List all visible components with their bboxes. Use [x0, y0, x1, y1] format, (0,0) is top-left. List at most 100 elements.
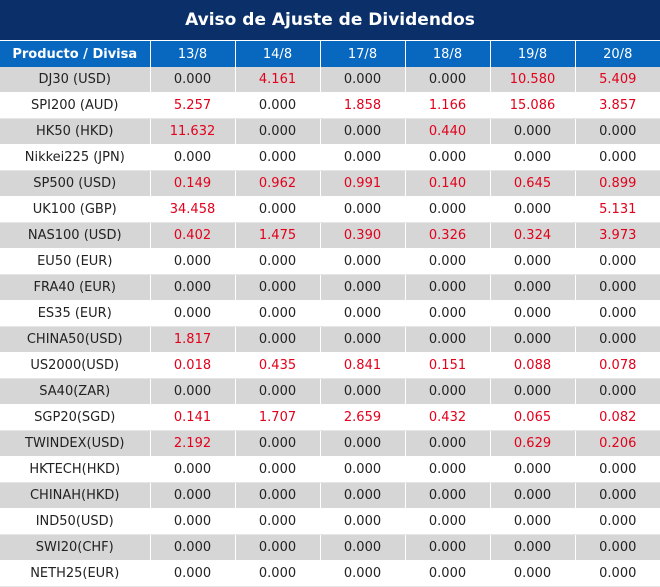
table-row: ES35 (EUR) 0.000 0.000 0.000 0.000 0.000 0.000	[0, 300, 660, 327]
dividend-value-cell: 1.166	[405, 92, 491, 119]
dividend-value-cell: 3.973	[575, 222, 660, 249]
dividend-value-cell: 0.000	[405, 430, 491, 457]
dividend-value-cell: 0.000	[235, 326, 321, 353]
dividend-value-cell: 0.000	[575, 300, 660, 327]
dividend-value-cell: 0.000	[405, 67, 491, 93]
dividend-value-cell: 0.841	[320, 352, 406, 379]
dividend-value-cell: 1.858	[320, 92, 406, 119]
dividend-value-cell: 0.000	[575, 508, 660, 535]
dividend-value-cell: 0.206	[575, 430, 660, 457]
dividend-value-cell: 0.435	[235, 352, 321, 379]
product-cell: SPI200 (AUD)	[0, 92, 151, 119]
product-cell: SGP20(SGD)	[0, 404, 151, 431]
dividend-value-cell: 0.000	[575, 274, 660, 301]
dividend-value-cell: 0.000	[405, 248, 491, 275]
table-row: FRA40 (EUR) 0.000 0.000 0.000 0.000 0.000 0.00…	[0, 274, 660, 301]
column-header-date: 20/8	[575, 41, 660, 67]
dividend-value-cell: 0.000	[490, 274, 576, 301]
table-body: DJ30 (USD) 0.000 4.161 0.000 0.000 10.580 5.40…	[0, 67, 660, 587]
table-row: IND50(USD) 0.000 0.000 0.000 0.000 0.000 0.000	[0, 508, 660, 535]
product-cell: Nikkei225 (JPN)	[0, 144, 151, 171]
dividend-value-cell: 0.326	[405, 222, 491, 249]
dividend-value-cell: 0.000	[150, 300, 236, 327]
table-row: SP500 (USD) 0.149 0.962 0.991 0.140 0.645 0.89…	[0, 170, 660, 197]
dividend-value-cell: 0.141	[150, 404, 236, 431]
dividend-value-cell: 0.000	[320, 508, 406, 535]
dividend-value-cell: 5.409	[575, 67, 660, 93]
dividend-value-cell: 0.151	[405, 352, 491, 379]
dividend-value-cell: 34.458	[150, 196, 236, 223]
dividend-value-cell: 11.632	[150, 118, 236, 145]
product-cell: IND50(USD)	[0, 508, 151, 535]
table-row: NETH25(EUR) 0.000 0.000 0.000 0.000 0.000 0.00…	[0, 560, 660, 587]
page-title: Aviso de Ajuste de Dividendos	[0, 0, 660, 41]
dividend-value-cell: 0.000	[405, 144, 491, 171]
product-cell: UK100 (GBP)	[0, 196, 151, 223]
dividend-value-cell: 0.000	[490, 118, 576, 145]
dividend-value-cell: 0.000	[575, 456, 660, 483]
dividend-value-cell: 0.000	[235, 300, 321, 327]
product-cell: CHINA50(USD)	[0, 326, 151, 353]
dividend-value-cell: 0.000	[575, 378, 660, 405]
dividend-value-cell: 1.817	[150, 326, 236, 353]
dividend-value-cell: 0.082	[575, 404, 660, 431]
dividend-value-cell: 0.000	[320, 326, 406, 353]
dividend-value-cell: 0.000	[490, 300, 576, 327]
dividend-value-cell: 0.000	[235, 248, 321, 275]
column-header-product: Producto / Divisa	[0, 41, 151, 67]
dividend-value-cell: 0.000	[320, 482, 406, 509]
dividend-value-cell: 0.000	[150, 67, 236, 93]
product-cell: SA40(ZAR)	[0, 378, 151, 405]
dividend-value-cell: 0.000	[235, 92, 321, 119]
table-row: EU50 (EUR) 0.000 0.000 0.000 0.000 0.000 0.000	[0, 248, 660, 275]
dividend-value-cell: 0.000	[235, 196, 321, 223]
table-row: TWINDEX(USD) 2.192 0.000 0.000 0.000 0.629 0.2…	[0, 430, 660, 457]
dividend-value-cell: 0.000	[320, 118, 406, 145]
dividend-value-cell: 0.432	[405, 404, 491, 431]
dividend-value-cell: 0.000	[405, 378, 491, 405]
product-cell: NAS100 (USD)	[0, 222, 151, 249]
table-row: DJ30 (USD) 0.000 4.161 0.000 0.000 10.580 5.40…	[0, 67, 660, 93]
dividend-value-cell: 0.000	[405, 482, 491, 509]
dividend-value-cell: 0.000	[490, 144, 576, 171]
dividend-value-cell: 0.000	[150, 248, 236, 275]
dividend-value-cell: 0.991	[320, 170, 406, 197]
dividend-value-cell: 0.000	[235, 508, 321, 535]
dividend-value-cell: 0.000	[235, 560, 321, 587]
product-cell: FRA40 (EUR)	[0, 274, 151, 301]
product-cell: CHINAH(HKD)	[0, 482, 151, 509]
dividend-value-cell: 5.257	[150, 92, 236, 119]
dividend-value-cell: 0.000	[235, 482, 321, 509]
product-cell: EU50 (EUR)	[0, 248, 151, 275]
dividend-value-cell: 0.000	[405, 534, 491, 561]
dividend-value-cell: 0.000	[150, 508, 236, 535]
dividend-value-cell: 0.000	[235, 378, 321, 405]
dividend-value-cell: 0.629	[490, 430, 576, 457]
table-row: SGP20(SGD) 0.141 1.707 2.659 0.432 0.065 0.082	[0, 404, 660, 431]
dividend-value-cell: 0.000	[235, 534, 321, 561]
dividend-value-cell: 0.000	[575, 326, 660, 353]
dividend-value-cell: 0.000	[405, 196, 491, 223]
dividend-value-cell: 0.899	[575, 170, 660, 197]
dividend-table: Producto / Divisa 13/8 14/8 17/8 18/8 19…	[0, 41, 660, 587]
dividend-value-cell: 0.000	[320, 67, 406, 93]
dividend-value-cell: 0.078	[575, 352, 660, 379]
dividend-value-cell: 5.131	[575, 196, 660, 223]
dividend-value-cell: 0.000	[150, 482, 236, 509]
dividend-value-cell: 0.000	[150, 534, 236, 561]
dividend-value-cell: 2.192	[150, 430, 236, 457]
dividend-value-cell: 0.000	[320, 300, 406, 327]
dividend-value-cell: 0.000	[490, 378, 576, 405]
product-cell: US2000(USD)	[0, 352, 151, 379]
dividend-value-cell: 0.000	[320, 144, 406, 171]
dividend-value-cell: 1.707	[235, 404, 321, 431]
table-row: SWI20(CHF) 0.000 0.000 0.000 0.000 0.000 0.000	[0, 534, 660, 561]
dividend-value-cell: 0.088	[490, 352, 576, 379]
dividend-value-cell: 0.000	[320, 560, 406, 587]
column-header-date: 17/8	[320, 41, 406, 67]
dividend-value-cell: 0.000	[575, 560, 660, 587]
product-cell: HKTECH(HKD)	[0, 456, 151, 483]
table-row: UK100 (GBP) 34.458 0.000 0.000 0.000 0.000 5.1…	[0, 196, 660, 223]
dividend-value-cell: 0.000	[405, 300, 491, 327]
dividend-value-cell: 0.324	[490, 222, 576, 249]
